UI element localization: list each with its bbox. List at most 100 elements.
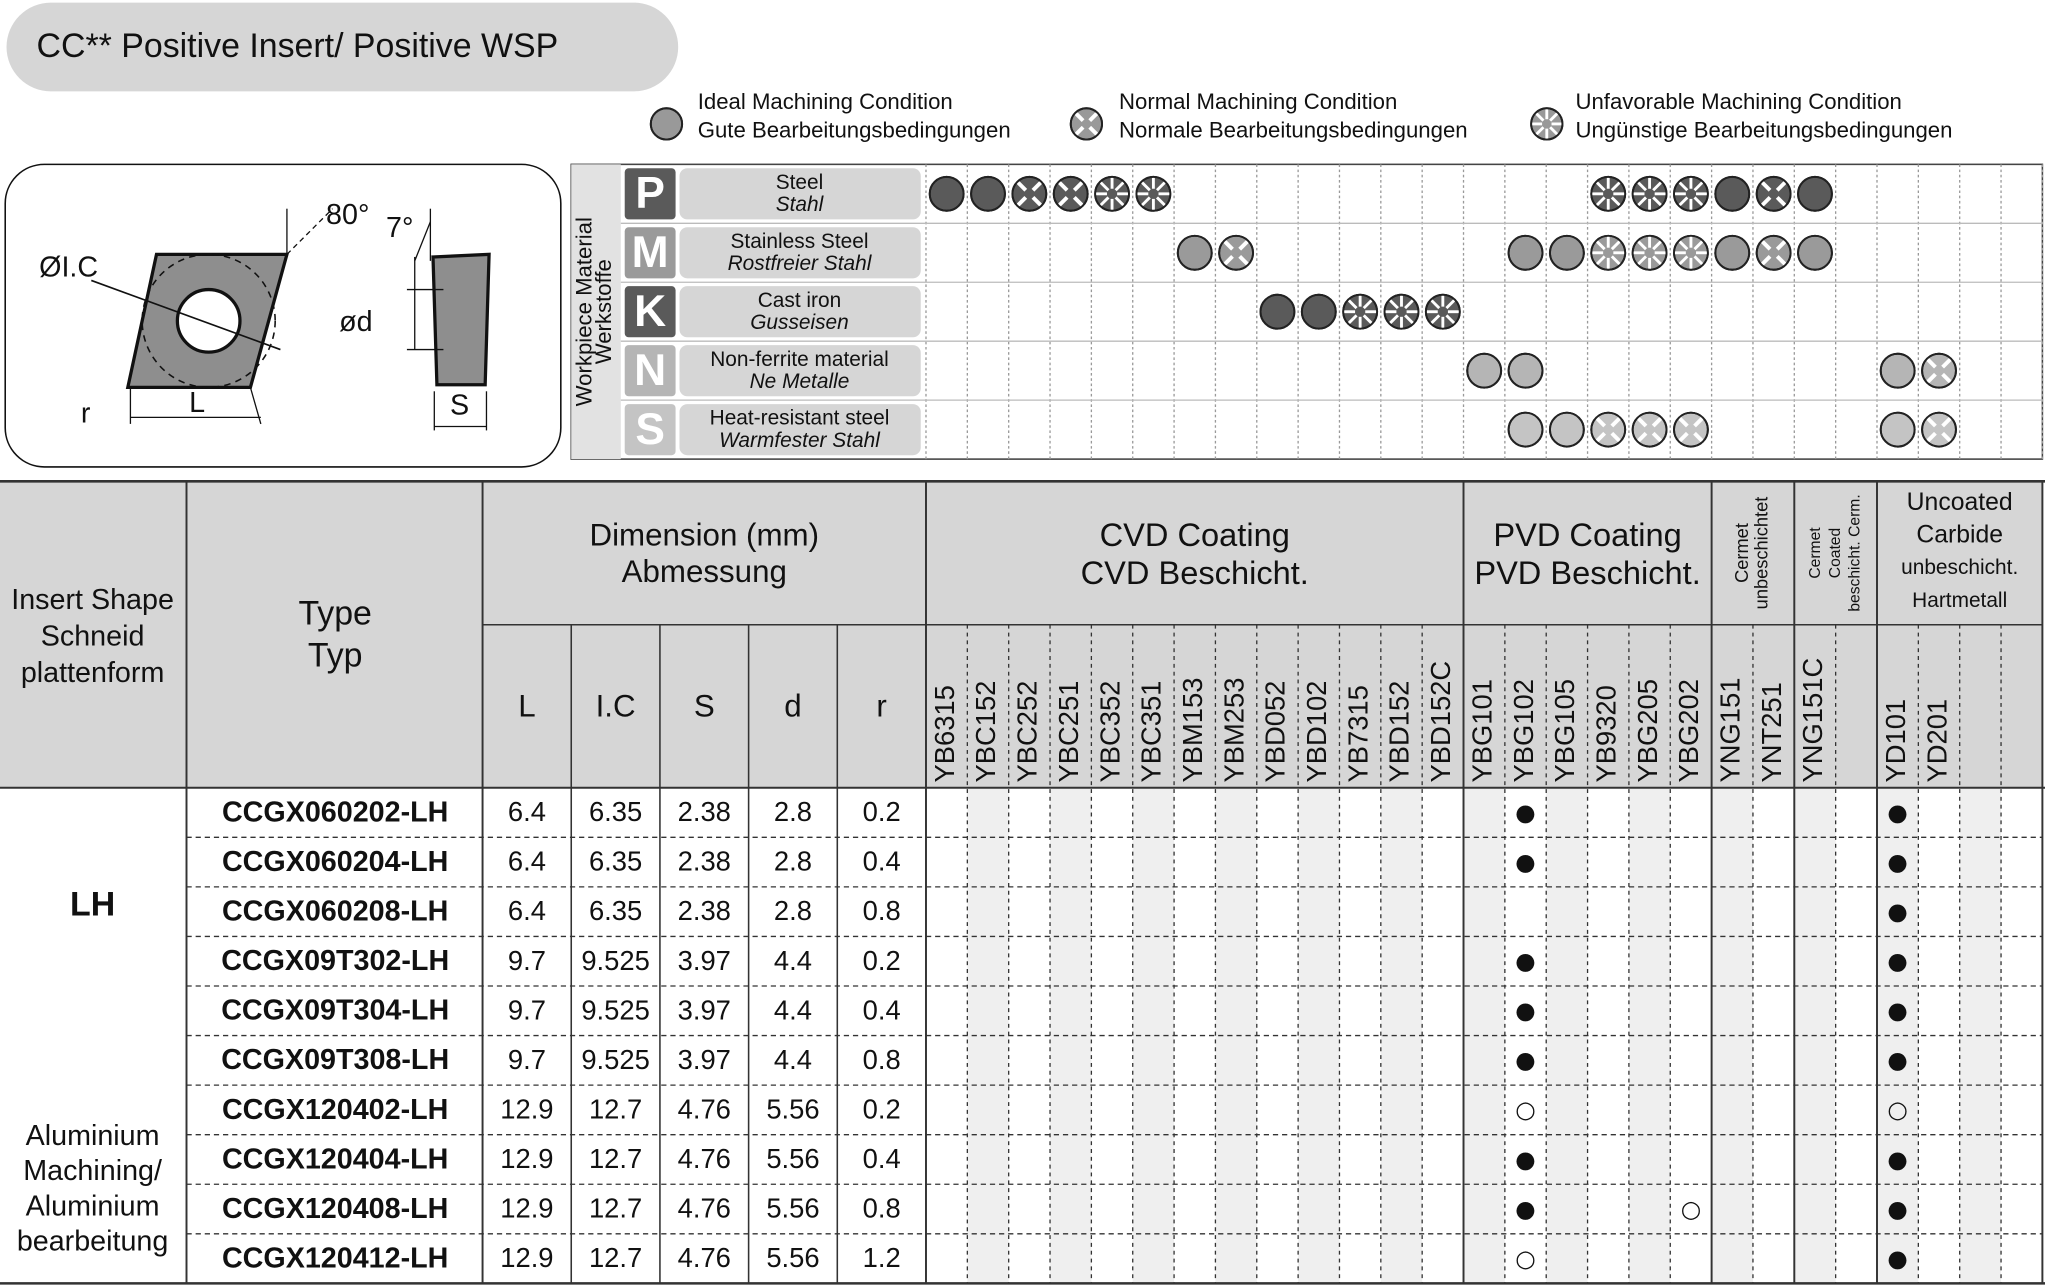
material-letter-box: [624, 168, 676, 220]
grade-mark: ○: [1887, 1096, 1907, 1124]
condition-symbol: [1879, 411, 1916, 448]
symbol-notch: [1635, 180, 1648, 192]
symbol-rim: [928, 175, 965, 212]
dim-cell: 4.76: [678, 1242, 731, 1273]
header-text: plattenform: [21, 657, 165, 689]
header-text: Dimension (mm): [590, 518, 820, 553]
symbol-notch: [1925, 372, 1937, 385]
dim-cell: 4.4: [774, 1044, 812, 1075]
symbol-rim: [1755, 175, 1792, 212]
condition-symbol: [1714, 234, 1751, 271]
material-name-box: [679, 345, 921, 397]
material-name-box: [679, 168, 921, 220]
grade-label: YBM153: [1177, 678, 1208, 783]
group-title: PVD Beschicht.: [1474, 554, 1700, 591]
symbol-notch: [1114, 196, 1126, 208]
symbol-notch: [1429, 314, 1441, 326]
symbol-notch: [1610, 431, 1623, 444]
symbol-rim: [1218, 234, 1255, 271]
group-title: Cermet: [1731, 523, 1752, 583]
dim-cell: 12.9: [500, 1093, 553, 1124]
material-letter: K: [634, 287, 666, 336]
symbol-notch: [1594, 255, 1606, 267]
symbol-notch: [1677, 255, 1689, 267]
symbol-notch: [1652, 180, 1664, 192]
dim-cell: 0.2: [863, 796, 901, 827]
condition-symbol: [1218, 234, 1255, 271]
symbol-notch: [1610, 180, 1622, 192]
grade-label: YD101: [1880, 699, 1911, 783]
header-text: Typ: [308, 636, 363, 674]
dim-header: I.C: [596, 688, 636, 723]
grade-mark: ●: [1515, 1195, 1535, 1223]
symbol-notch: [1925, 431, 1937, 444]
symbol-rim: [1879, 352, 1916, 389]
symbol-notch: [1155, 180, 1168, 192]
symbol-rim: [1631, 234, 1668, 271]
dim-cell: 12.9: [500, 1242, 553, 1273]
condition-symbol: [1135, 175, 1172, 212]
group-title: Hartmetall: [1912, 589, 2007, 612]
condition-symbol: [1590, 175, 1627, 212]
symbol-notch: [1098, 196, 1110, 208]
diagram-label: ød: [339, 306, 372, 338]
symbol-rim: [649, 107, 684, 141]
symbol-notch: [1941, 431, 1953, 444]
symbol-notch: [1610, 196, 1622, 208]
application-text: Machining/: [23, 1155, 162, 1187]
condition-symbol: [970, 175, 1006, 212]
condition-symbol: [928, 175, 965, 212]
symbol-notch: [1534, 111, 1545, 122]
grade-mark: ●: [1887, 798, 1907, 826]
symbol-notch: [1775, 254, 1788, 267]
symbol-rim: [1069, 107, 1104, 141]
grade-label: YBG105: [1549, 679, 1580, 782]
symbol-rim: [1590, 175, 1627, 212]
condition-symbol: [1631, 411, 1668, 448]
symbol-notch: [1429, 298, 1441, 310]
symbol-notch: [1652, 196, 1664, 208]
material-name-box: [679, 404, 921, 456]
legend-text: Gute Bearbeitungsbedingungen: [698, 118, 1011, 143]
material-name-de: Stahl: [776, 193, 825, 216]
grade-label: YNG151: [1715, 678, 1746, 783]
grade-label: YBC351: [1136, 681, 1167, 783]
symbol-rim: [1383, 293, 1420, 330]
group-title: Cermet: [1807, 527, 1824, 579]
grade-label: YBC352: [1094, 681, 1125, 783]
condition-symbol: [1507, 352, 1544, 389]
symbol-notch: [1445, 298, 1457, 310]
condition-symbol: [1590, 411, 1627, 448]
symbol-notch: [1775, 196, 1788, 208]
type-cell: CCGX060202-LH: [222, 796, 448, 828]
symbol-notch: [1346, 314, 1358, 326]
type-cell: CCGX060204-LH: [222, 846, 448, 878]
symbol-rim: [1714, 234, 1751, 271]
material-name-de: Gusseisen: [750, 311, 849, 334]
symbol-notch: [1238, 238, 1251, 251]
material-name: Stainless Steel: [730, 230, 868, 253]
grade-mark: ●: [1887, 1145, 1907, 1173]
grade-label: YBG205: [1632, 679, 1663, 782]
condition-symbol: [1548, 411, 1585, 448]
legend-text: Unfavorable Machining Condition: [1575, 89, 1901, 114]
header-text: Insert Shape: [11, 584, 174, 616]
dim-cell: 4.76: [678, 1143, 731, 1174]
grade-label: YB7315: [1342, 685, 1373, 782]
symbol-notch: [1693, 255, 1705, 267]
material-letter-box: [624, 345, 676, 397]
dim-cell: 12.7: [589, 1193, 642, 1224]
symbol-notch: [1015, 179, 1028, 192]
symbol-notch: [1387, 314, 1399, 326]
shape-code: LH: [70, 885, 115, 923]
symbol-rim: [970, 175, 1006, 212]
legend-text: Ungünstige Bearbeitungsbedingungen: [1575, 118, 1952, 143]
dim-cell: 4.76: [678, 1193, 731, 1224]
dim-cell: 0.2: [863, 1093, 901, 1124]
material-name: Steel: [776, 171, 824, 194]
legend-text: Normale Bearbeitungsbedingungen: [1119, 118, 1468, 143]
dim-cell: 0.4: [863, 1143, 901, 1174]
grade-label: YBG202: [1673, 679, 1704, 782]
symbol-rim: [1507, 234, 1544, 271]
symbol-notch: [1693, 239, 1705, 251]
